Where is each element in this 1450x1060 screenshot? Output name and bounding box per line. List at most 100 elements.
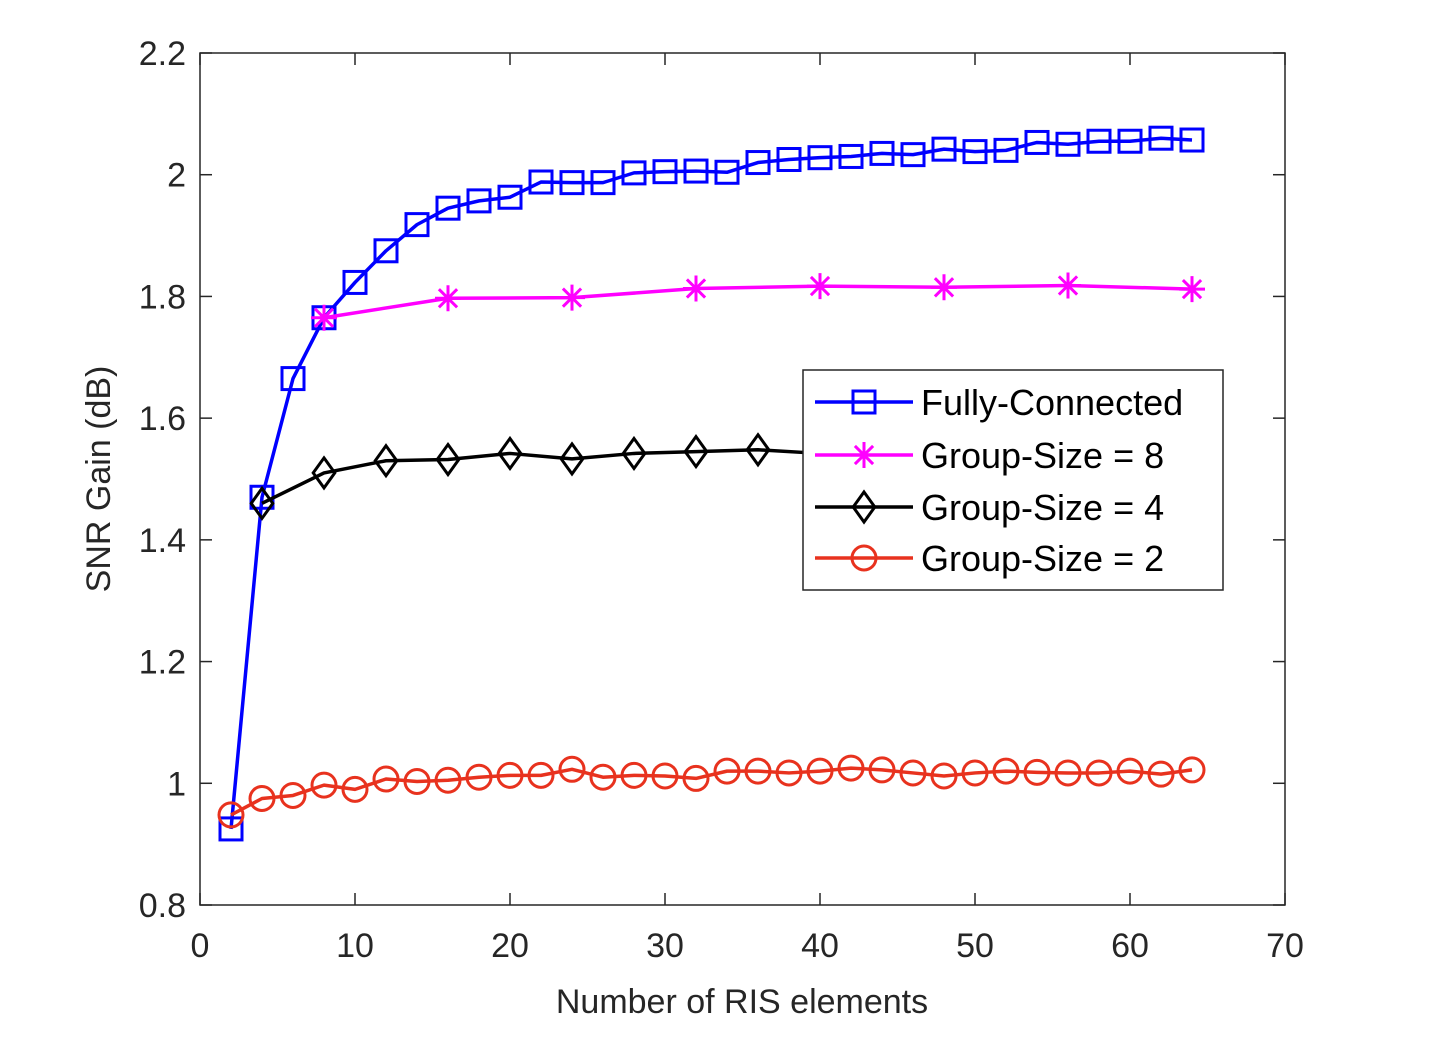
data-point: [775, 759, 803, 787]
data-point: [249, 485, 275, 521]
data-point: [620, 761, 648, 789]
data-point: [1085, 759, 1113, 787]
data-point: [218, 816, 244, 842]
data-point: [868, 756, 896, 784]
series-group-size-8: [311, 272, 1205, 331]
x-tick-label: 60: [1111, 927, 1149, 965]
data-point: [807, 145, 833, 171]
series-line: [229, 136, 1193, 830]
x-tick-label: 0: [191, 927, 210, 965]
legend-label: Fully-Connected: [921, 382, 1183, 423]
data-point: [869, 140, 895, 166]
data-point: [651, 762, 679, 790]
data-point: [373, 238, 399, 264]
x-tick-label: 40: [801, 927, 839, 965]
data-point: [961, 759, 989, 787]
data-point: [838, 143, 864, 169]
data-point: [404, 212, 430, 238]
legend-items: Fully-Connected Group-Size = 8 Group-Size …: [815, 382, 1183, 579]
data-point: [310, 771, 338, 799]
data-point: [589, 763, 617, 791]
data-point: [992, 757, 1020, 785]
legend-label: Group-Size = 2: [921, 538, 1164, 579]
x-tick-label: 10: [336, 927, 374, 965]
legend-item: Group-Size = 2: [815, 538, 1164, 579]
data-point: [1117, 128, 1143, 154]
y-tick-label: 1: [167, 765, 186, 803]
legend-item: Group-Size = 8: [815, 435, 1164, 476]
data-point: [279, 781, 307, 809]
data-point: [217, 801, 245, 829]
data-point: [930, 762, 958, 790]
legend-marker: [851, 389, 877, 415]
data-point: [311, 455, 337, 491]
data-point: [342, 269, 368, 295]
data-point: [1178, 756, 1206, 784]
data-point: [993, 137, 1019, 163]
x-tick-label: 50: [956, 927, 994, 965]
x-axis-title: Number of RIS elements: [556, 983, 928, 1021]
ticks-layer: 0 10 20 30 40 50 60 70 0.8 1 1.2 1.4 1.6 1.8 2 2.2: [139, 35, 1304, 965]
data-point: [435, 441, 461, 478]
data-point: [434, 766, 462, 794]
data-point: [683, 275, 709, 302]
data-point: [1179, 127, 1205, 153]
data-point: [1055, 272, 1081, 299]
data-point: [837, 754, 865, 782]
data-point: [311, 304, 337, 331]
data-point: [497, 435, 523, 472]
data-point: [280, 366, 306, 392]
data-point: [1179, 276, 1205, 303]
data-point: [466, 188, 492, 214]
data-point: [248, 785, 276, 812]
legend-item: Fully-Connected: [815, 382, 1183, 423]
data-point: [621, 435, 647, 472]
data-point: [899, 759, 927, 787]
legend-marker: [851, 489, 877, 525]
series-group-size-2: [217, 754, 1206, 829]
data-point: [1024, 129, 1050, 155]
data-point: [1086, 128, 1112, 154]
legend-marker: [851, 442, 877, 468]
series-line: [323, 283, 1193, 320]
data-point: [806, 757, 834, 785]
data-point: [528, 169, 554, 195]
data-point: [1148, 125, 1174, 151]
legend-marker: [850, 544, 878, 572]
y-tick-label: 2.2: [139, 35, 186, 73]
data-point: [435, 285, 461, 312]
data-point: [652, 159, 678, 185]
data-point: [590, 170, 616, 196]
data-point: [1055, 131, 1081, 157]
data-point: [714, 159, 740, 185]
data-point: [682, 764, 710, 792]
data-point: [713, 757, 741, 785]
data-point: [497, 184, 523, 210]
data-point: [776, 147, 802, 172]
legend-item: Group-Size = 4: [815, 487, 1164, 528]
data-point: [1023, 758, 1051, 786]
y-tick-label: 1.2: [139, 644, 186, 682]
data-point: [559, 441, 585, 477]
x-tick-label: 70: [1266, 927, 1304, 965]
data-point: [745, 432, 771, 468]
series-line: [230, 766, 1193, 817]
data-point: [403, 767, 431, 795]
y-tick-label: 1.6: [139, 400, 186, 438]
x-tick-label: 30: [646, 927, 684, 965]
y-tick-label: 1.8: [139, 278, 186, 316]
data-point: [1147, 760, 1175, 788]
legend-box: [802, 369, 1224, 591]
data-point: [559, 170, 585, 196]
legend-label: Group-Size = 4: [921, 487, 1164, 528]
data-point: [372, 765, 400, 793]
data-point: [807, 273, 833, 300]
y-tick-label: 2: [167, 157, 186, 195]
data-point: [559, 284, 585, 311]
legend: Fully-Connected Group-Size = 8 Group-Size …: [802, 369, 1224, 591]
data-point: [683, 434, 709, 470]
data-point: [1054, 759, 1082, 787]
y-tick-label: 0.8: [139, 887, 186, 925]
plot-frame: [199, 52, 1286, 906]
data-point: [465, 763, 493, 791]
